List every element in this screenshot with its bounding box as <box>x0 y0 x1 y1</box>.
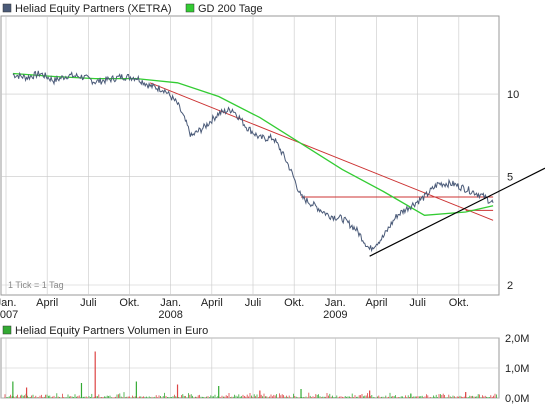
volume-grid <box>1 337 499 399</box>
x-tick-label: Juli <box>409 297 426 309</box>
x-tick-label: Jan. <box>325 297 346 309</box>
legend-price-label: Heliad Equity Partners (XETRA) <box>15 3 172 15</box>
tick-note: 1 Tick = 1 Tag <box>8 280 64 290</box>
legend-top: Heliad Equity Partners (XETRA) GD 200 Ta… <box>2 3 263 15</box>
vol-y-tick-label: 2,0M <box>505 333 529 345</box>
price-panel-frame <box>0 15 500 296</box>
volume-y-axis: 2,0M 1,0M 0,0M <box>505 333 529 405</box>
legend-volume: Heliad Equity Partners Volumen in Euro <box>2 325 208 337</box>
ma200-line <box>12 72 494 216</box>
support-line <box>369 167 545 257</box>
price-x-axis: Jan. April Juli Okt. Jan. April Juli Okt. Jan. Ap… <box>0 297 469 321</box>
vol-y-tick-label: 0,0M <box>505 393 529 405</box>
y-tick-label: 10 <box>507 89 519 101</box>
trend-line-red <box>149 82 494 221</box>
x-tick-label: Okt. <box>119 297 139 309</box>
legend-ma-label: GD 200 Tage <box>198 3 263 15</box>
vol-y-tick-label: 1,0M <box>505 363 529 375</box>
x-tick-label: Jan. <box>160 297 181 309</box>
x-tick-label: April <box>365 297 387 309</box>
legend-price-swatch <box>2 3 12 13</box>
price-lines <box>12 70 545 257</box>
x-year-label: 2007 <box>0 309 18 321</box>
x-tick-label: Jan. <box>0 297 16 309</box>
x-tick-label: April <box>201 297 223 309</box>
x-tick-label: April <box>36 297 58 309</box>
price-grid <box>1 16 499 295</box>
legend-volume-swatch <box>2 325 12 335</box>
price-line <box>12 70 494 253</box>
y-tick-label: 5 <box>507 171 513 183</box>
volume-bars <box>4 351 497 398</box>
x-year-label: 2008 <box>158 309 182 321</box>
x-year-label: 2009 <box>323 309 347 321</box>
x-tick-label: Okt. <box>449 297 469 309</box>
y-tick-label: 2 <box>507 280 513 292</box>
x-tick-label: Juli <box>245 297 262 309</box>
x-tick-label: Juli <box>80 297 97 309</box>
price-y-axis: 10 5 2 <box>507 89 519 292</box>
legend-ma-swatch <box>185 3 195 13</box>
x-tick-label: Okt. <box>284 297 304 309</box>
legend-volume-label: Heliad Equity Partners Volumen in Euro <box>15 325 208 337</box>
